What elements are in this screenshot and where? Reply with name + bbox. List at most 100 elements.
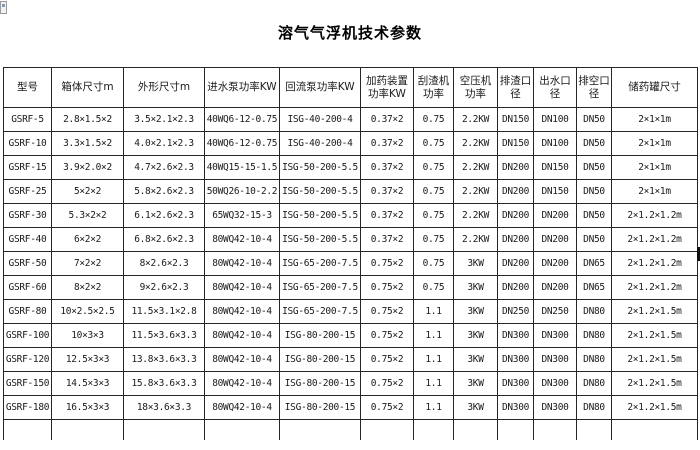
table-cell: 0.75 [413, 203, 454, 228]
table-cell: 2.2KW [453, 227, 498, 252]
table-cell: 2×1.2×1.2m [611, 227, 698, 252]
table-cell: 0.75 [413, 227, 454, 252]
table-cell: 1.1 [413, 347, 454, 372]
table-cell: GSRF-40 [3, 227, 52, 252]
table-cell: DN200 [497, 227, 534, 252]
table-cell: GSRF-80 [3, 299, 52, 324]
table-cell: 2.2KW [453, 155, 498, 180]
table-cell: 6.1×2.6×2.3 [123, 203, 205, 228]
table-cell: DN65 [576, 275, 612, 300]
table-cell: DN200 [497, 155, 534, 180]
table-cell: 40WQ6-12-0.75 [204, 131, 280, 156]
table-row: GSRF-80 10×2.5×2.5 11.5×3.1×2.8 80WQ42-10-4… [3, 299, 698, 324]
table-cell: 0.75 [413, 251, 454, 276]
table-cell: DN200 [497, 203, 534, 228]
table-cell: 9×2.6×2.3 [123, 275, 205, 300]
table-cell: 5.3×2×2 [51, 203, 124, 228]
table-cell: 2×1×1m [611, 179, 698, 204]
table-cell: DN65 [576, 251, 612, 276]
table-row: GSRF-150 14.5×3×3 15.8×3.6×3.3 80WQ42-10-4 I… [3, 371, 698, 396]
table-cell: ISG-80-200-15 [279, 395, 361, 420]
table-cell: 2×1.2×1.5m [611, 299, 698, 324]
table-cell: DN80 [576, 395, 612, 420]
table-cell: DN250 [497, 299, 534, 324]
table-cell: 2×1.2×1.5m [611, 347, 698, 372]
column-header: 外形尺寸m [123, 67, 205, 108]
table-cell: 40WQ15-15-1.5 [204, 155, 280, 180]
table-cell: ISG-50-200-5.5 [279, 203, 361, 228]
column-header: 加药装置功率KW [360, 67, 414, 108]
column-header: 进水泵功率KW [204, 67, 280, 108]
table-cell: 6.8×2.6×2.3 [123, 227, 205, 252]
table-cell: DN150 [497, 131, 534, 156]
table-body: GSRF-5 2.8×1.5×2 3.5×2.1×2.3 40WQ6-12-0.75 I… [3, 107, 698, 440]
table-cell: 12.5×3×3 [51, 347, 124, 372]
table-cell: 0.37×2 [360, 203, 414, 228]
broken-image-icon [0, 1, 7, 14]
column-header: 排空口径 [576, 67, 612, 108]
table-cell: DN200 [497, 179, 534, 204]
table-cell-empty [497, 419, 534, 440]
table-cell: 8×2.6×2.3 [123, 251, 205, 276]
table-cell: 2×1.2×1.2m [611, 251, 698, 276]
table-cell: GSRF-50 [3, 251, 52, 276]
table-cell: 11.5×3.1×2.8 [123, 299, 205, 324]
table-cell: DN80 [576, 323, 612, 348]
page-title: 溶气气浮机技术参数 [277, 24, 422, 42]
table-cell: ISG-65-200-7.5 [279, 299, 361, 324]
table-cell: 80WQ42-10-4 [204, 251, 280, 276]
table-header: 型号 箱体尺寸m 外形尺寸m 进水泵功率KW 回流泵功率KW 加药装置功率KW 刮渣机功率空… [3, 67, 698, 108]
table-cell: 80WQ42-10-4 [204, 275, 280, 300]
table-row: GSRF-50 7×2×2 8×2.6×2.3 80WQ42-10-4 ISG-65-2… [3, 251, 698, 276]
column-header: 储药罐尺寸 [611, 67, 698, 108]
table-cell: DN300 [497, 347, 534, 372]
table-cell: 0.37×2 [360, 155, 414, 180]
table-cell-empty [413, 419, 454, 440]
table-cell: 15.8×3.6×3.3 [123, 371, 205, 396]
table-cell: 2×1.2×1.2m [611, 203, 698, 228]
table-cell: DN100 [533, 107, 577, 132]
table-cell: GSRF-25 [3, 179, 52, 204]
table-cell: DN250 [533, 299, 577, 324]
table-cell: 80WQ42-10-4 [204, 395, 280, 420]
table-cell: 10×3×3 [51, 323, 124, 348]
column-header: 型号 [3, 67, 52, 108]
table-cell: 2×1.2×1.2m [611, 275, 698, 300]
table-cell: 3.5×2.1×2.3 [123, 107, 205, 132]
table-cell: 80WQ42-10-4 [204, 227, 280, 252]
table-cell: 3KW [453, 275, 498, 300]
table-cell: 2.2KW [453, 131, 498, 156]
table-cell: GSRF-120 [3, 347, 52, 372]
table-row: GSRF-120 12.5×3×3 13.8×3.6×3.3 80WQ42-10-4 I… [3, 347, 698, 372]
table-cell: 0.75×2 [360, 299, 414, 324]
table-cell: 0.75×2 [360, 395, 414, 420]
column-header: 排渣口径 [497, 67, 534, 108]
parameters-table: 型号 箱体尺寸m 外形尺寸m 进水泵功率KW 回流泵功率KW 加药装置功率KW 刮渣机功率空… [3, 67, 698, 440]
table-cell: GSRF-15 [3, 155, 52, 180]
table-cell: 3KW [453, 299, 498, 324]
table-cell: ISG-80-200-15 [279, 371, 361, 396]
table-cell: DN150 [533, 179, 577, 204]
table-cell: DN100 [533, 131, 577, 156]
broken-image-dot [2, 4, 5, 7]
table-row: GSRF-10 3.3×1.5×2 4.0×2.1×2.3 40WQ6-12-0.75… [3, 131, 698, 156]
table-cell: 4.7×2.6×2.3 [123, 155, 205, 180]
table-cell: 2.2KW [453, 107, 498, 132]
table-cell: 0.75×2 [360, 323, 414, 348]
column-header: 出水口径 [533, 67, 577, 108]
table-cell: DN200 [533, 275, 577, 300]
table-cell: 2×1×1m [611, 131, 698, 156]
table-cell: 3.3×1.5×2 [51, 131, 124, 156]
table-cell: 80WQ42-10-4 [204, 371, 280, 396]
table-cell: DN300 [533, 323, 577, 348]
table-row: GSRF-15 3.9×2.0×2 4.7×2.6×2.3 40WQ15-15-1.5… [3, 155, 698, 180]
table-cell-empty [123, 419, 205, 440]
table-cell: 80WQ42-10-4 [204, 323, 280, 348]
table-cell: 2.8×1.5×2 [51, 107, 124, 132]
table-cell: 2.2KW [453, 179, 498, 204]
table-cell: ISG-40-200-4 [279, 131, 361, 156]
table-cell: DN200 [497, 251, 534, 276]
table-cell: DN50 [576, 203, 612, 228]
table-cell: 6×2×2 [51, 227, 124, 252]
table-cell: DN200 [533, 251, 577, 276]
